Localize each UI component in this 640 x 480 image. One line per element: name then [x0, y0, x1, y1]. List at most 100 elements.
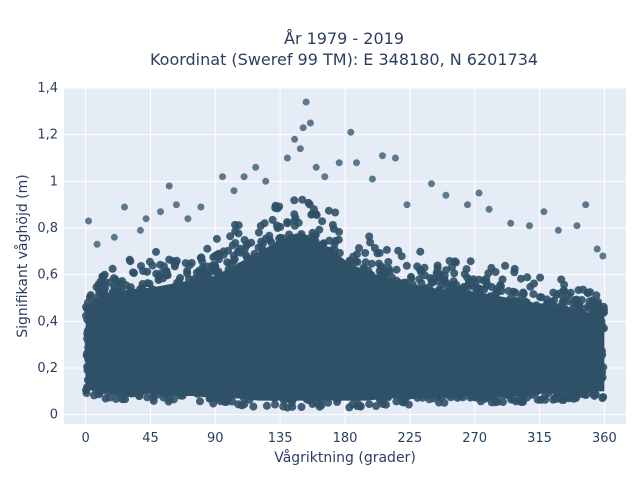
data-point [231, 239, 240, 247]
outlier-point [485, 205, 493, 213]
data-point [249, 402, 258, 411]
data-point [204, 269, 213, 278]
outlier-point [391, 154, 399, 162]
data-point [219, 247, 228, 256]
outlier-point [306, 119, 314, 127]
data-point [236, 244, 245, 253]
data-point [308, 400, 317, 408]
data-points [82, 98, 608, 412]
outlier-point [136, 226, 144, 234]
data-point [86, 291, 95, 300]
data-point [211, 261, 219, 270]
data-point [497, 287, 506, 295]
y-axis-ticks: 0 0,2 0,4 0,6 0,8 1 1,2 1,4 [37, 81, 58, 423]
data-point [592, 291, 601, 300]
data-point [376, 262, 385, 271]
outlier-point [335, 159, 343, 167]
outlier-point [312, 163, 320, 171]
data-point [240, 400, 249, 409]
outlier-point [142, 215, 150, 223]
data-point [402, 261, 411, 270]
data-point [510, 264, 519, 273]
x-axis-ticks: 0 45 90 135 180 225 270 315 360 [81, 431, 616, 446]
data-point [108, 264, 117, 273]
outlier-point [299, 124, 307, 132]
data-point [229, 251, 238, 260]
y-tick-label: 1,4 [37, 81, 58, 96]
data-point [433, 261, 442, 270]
x-tick-label: 360 [592, 431, 617, 446]
outlier-point [197, 203, 205, 211]
data-point [212, 234, 221, 243]
y-tick-label: 0,2 [37, 361, 58, 376]
data-point [105, 393, 114, 402]
outlier-point [219, 173, 226, 181]
data-point [231, 227, 240, 236]
data-point [392, 265, 401, 274]
data-point [122, 281, 130, 290]
outlier-point [403, 201, 411, 209]
data-point [564, 291, 573, 300]
data-point [163, 271, 172, 280]
y-tick-label: 1,2 [37, 128, 58, 143]
data-point [126, 257, 135, 266]
data-point [198, 263, 207, 272]
data-point [375, 249, 384, 257]
data-point [559, 395, 568, 404]
x-tick-label: 180 [333, 431, 358, 446]
data-point [366, 238, 375, 247]
data-point [479, 276, 488, 285]
dense-point-mass [85, 232, 605, 401]
data-point [594, 300, 602, 309]
data-point [164, 397, 173, 406]
data-point [101, 283, 110, 292]
data-point [353, 402, 362, 411]
x-tick-label: 45 [142, 431, 159, 446]
data-point [294, 218, 303, 227]
data-point [155, 274, 164, 283]
data-point [440, 275, 449, 284]
data-point [415, 275, 424, 284]
data-point [579, 285, 587, 294]
data-point [416, 247, 425, 256]
y-tick-label: 0,6 [37, 268, 58, 283]
outlier-point [379, 152, 386, 160]
outlier-point [526, 222, 533, 230]
data-point [428, 278, 436, 287]
data-point [449, 277, 458, 286]
data-point [213, 252, 222, 261]
data-point [460, 270, 469, 279]
data-point [512, 397, 520, 406]
data-point [223, 258, 232, 267]
outlier-point [296, 145, 304, 153]
data-point [560, 280, 569, 289]
outlier-point [599, 252, 607, 260]
outlier-point [85, 217, 92, 225]
data-point [262, 401, 271, 410]
data-point [458, 284, 467, 293]
data-point [99, 272, 108, 281]
outlier-point [428, 180, 435, 188]
data-point [572, 302, 581, 311]
data-point [156, 260, 165, 269]
data-point [536, 273, 545, 282]
data-point [307, 210, 316, 219]
outlier-point [368, 175, 376, 183]
data-point [94, 284, 103, 293]
data-point [298, 195, 307, 204]
outlier-point [442, 191, 450, 199]
y-tick-label: 0,4 [37, 314, 58, 329]
outlier-point [240, 173, 248, 181]
y-tick-label: 0,8 [37, 221, 58, 236]
data-point [226, 232, 235, 241]
outlier-point [230, 187, 238, 195]
data-point [145, 279, 154, 288]
data-point [192, 268, 201, 277]
data-point [407, 272, 415, 281]
outlier-point [93, 240, 101, 248]
data-point [523, 273, 532, 282]
data-point [535, 293, 544, 302]
x-tick-label: 225 [397, 431, 422, 446]
data-point [384, 258, 393, 266]
outlier-point [165, 182, 173, 190]
